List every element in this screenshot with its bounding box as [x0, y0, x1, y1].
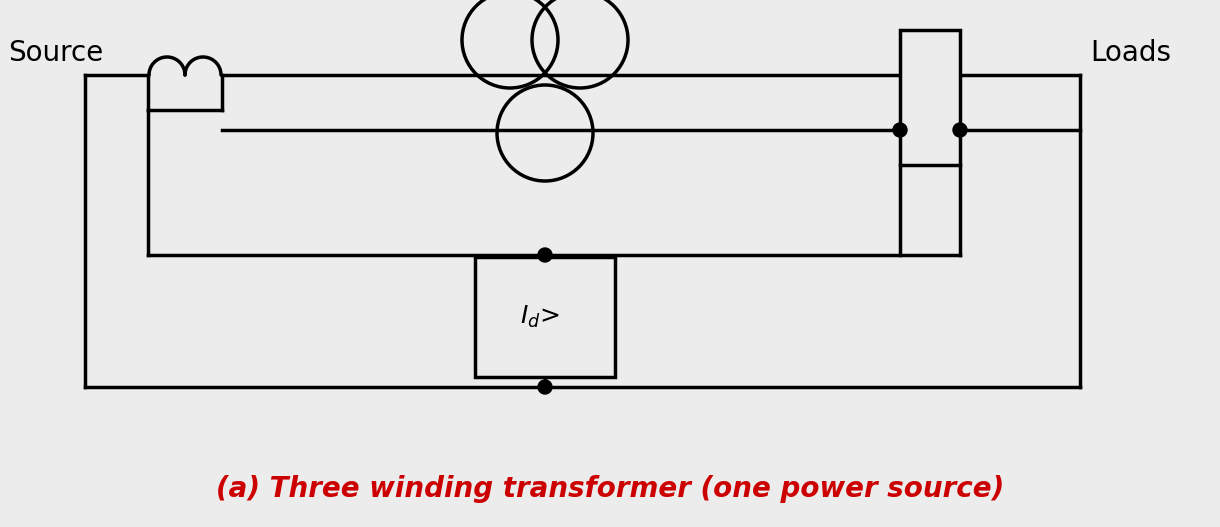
Circle shape — [953, 123, 967, 137]
Text: Source: Source — [9, 39, 104, 67]
Text: (a) Three winding transformer (one power source): (a) Three winding transformer (one power… — [216, 475, 1004, 503]
Circle shape — [538, 380, 551, 394]
Text: Loads: Loads — [1089, 39, 1171, 67]
Circle shape — [893, 123, 906, 137]
Polygon shape — [475, 257, 615, 377]
Text: $I_d$>: $I_d$> — [520, 304, 560, 330]
Circle shape — [538, 248, 551, 262]
Polygon shape — [900, 30, 960, 165]
